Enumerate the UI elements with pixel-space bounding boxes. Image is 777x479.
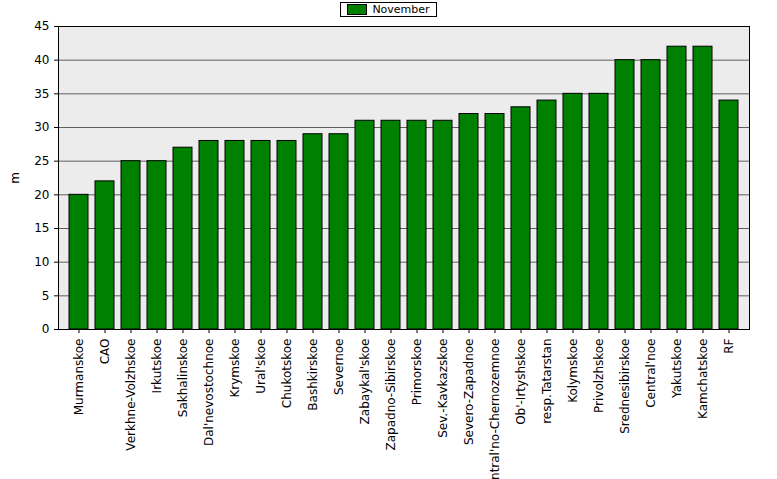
svg-text:45: 45 — [34, 19, 49, 33]
html-text:November: November — [372, 2, 430, 16]
svg-text:Sakhalinskoe: Sakhalinskoe — [176, 339, 190, 418]
svg-text:Ural'skoe: Ural'skoe — [254, 339, 268, 394]
svg-text:Dal'nevostochnoe: Dal'nevostochnoe — [202, 339, 216, 447]
svg-text:Privolzhskoe: Privolzhskoe — [592, 339, 606, 413]
svg-text:Zapadno-Sibirskoe: Zapadno-Sibirskoe — [384, 339, 398, 451]
svg-text:Bashkirskoe: Bashkirskoe — [306, 339, 320, 411]
svg-text:25: 25 — [34, 154, 49, 168]
svg-text:Verkhne-Volzhskoe: Verkhne-Volzhskoe — [124, 339, 138, 451]
svg-text:RF: RF — [722, 338, 736, 353]
svg-text:Krymskoe: Krymskoe — [228, 339, 242, 398]
svg-text:40: 40 — [34, 53, 49, 67]
svg-text:Zabaykal'skoe: Zabaykal'skoe — [358, 339, 372, 425]
svg-text:15: 15 — [34, 221, 49, 235]
svg-text:Srednesibirskoe: Srednesibirskoe — [618, 339, 632, 434]
svg-text:Kolymskoe: Kolymskoe — [566, 339, 580, 403]
svg-text:Central'noe: Central'noe — [644, 339, 658, 408]
svg-text:Irkutskoe: Irkutskoe — [150, 339, 164, 394]
svg-text:10: 10 — [34, 255, 49, 269]
svg-text:Primorskoe: Primorskoe — [410, 339, 424, 406]
svg-text:5: 5 — [42, 289, 50, 303]
svg-text:Sev.-Kavkazskoe: Sev.-Kavkazskoe — [436, 339, 450, 438]
svg-text:Kamchatskoe: Kamchatskoe — [696, 339, 710, 419]
svg-text:resp.Tatarstan: resp.Tatarstan — [540, 339, 554, 424]
svg-text:30: 30 — [34, 120, 49, 134]
svg-text:0: 0 — [42, 322, 50, 336]
svg-text:Central'no-Chernozemnoe: Central'no-Chernozemnoe — [488, 339, 502, 479]
svg-text:Severnoe: Severnoe — [332, 339, 346, 396]
svg-text:Yakutskoe: Yakutskoe — [670, 339, 684, 399]
svg-text:Murmanskoe: Murmanskoe — [72, 339, 86, 416]
svg-text:m: m — [8, 172, 22, 184]
svg-text:Chukotskoe: Chukotskoe — [280, 339, 294, 409]
svg-text:CAO: CAO — [98, 339, 112, 365]
svg-text:20: 20 — [34, 188, 49, 202]
svg-text:Ob'-Irtyshskoe: Ob'-Irtyshskoe — [514, 339, 528, 425]
svg-text:35: 35 — [34, 87, 49, 101]
svg-text:Severo-Zapadnoe: Severo-Zapadnoe — [462, 339, 476, 446]
